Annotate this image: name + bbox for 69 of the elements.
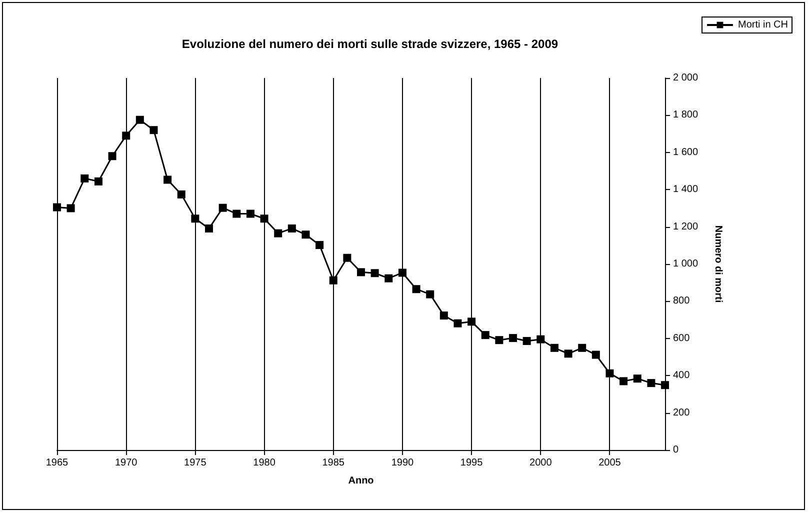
- y-tick-label: 1 000: [673, 258, 698, 270]
- point: [150, 126, 158, 134]
- point: [440, 312, 448, 320]
- point: [66, 204, 75, 212]
- x-tick-label: 2005: [598, 458, 622, 468]
- point: [620, 377, 628, 386]
- point: [454, 319, 462, 328]
- point: [288, 224, 296, 232]
- legend-label: Morti in CH: [738, 20, 788, 30]
- point: [122, 132, 130, 140]
- y-tick-label: 800: [673, 296, 690, 307]
- x-tick-label: 1975: [184, 458, 207, 468]
- point: [647, 379, 656, 388]
- x-tick-label: 1985: [322, 458, 345, 468]
- point: [509, 334, 517, 342]
- y-tick-label: 0: [673, 444, 679, 456]
- point: [260, 214, 268, 223]
- point: [80, 174, 89, 182]
- point: [232, 210, 241, 218]
- point: [274, 229, 282, 238]
- point: [522, 337, 531, 346]
- x-tick-label: 2000: [530, 458, 552, 468]
- point: [426, 290, 434, 298]
- point: [329, 276, 338, 284]
- y-tick-label: 1 200: [673, 221, 698, 232]
- y-tick-label: 2 000: [673, 72, 698, 84]
- point: [606, 369, 614, 378]
- point: [398, 268, 406, 277]
- x-tick-label: 1990: [391, 458, 414, 468]
- point: [481, 331, 490, 340]
- point: [343, 254, 352, 262]
- x-tick-label: 1995: [460, 458, 484, 468]
- point: [578, 344, 586, 352]
- y-tick-label: 1 400: [673, 184, 698, 196]
- point: [468, 318, 476, 326]
- point: [302, 230, 310, 239]
- point: [191, 214, 200, 223]
- point: [370, 269, 379, 278]
- point: [536, 335, 545, 344]
- point: [94, 177, 102, 186]
- y-tick-label: 1 800: [673, 110, 698, 121]
- point: [633, 374, 642, 383]
- point: [495, 336, 504, 344]
- point: [550, 344, 558, 352]
- x-tick-label: 1970: [114, 458, 138, 468]
- y-tick-label: 200: [673, 407, 690, 418]
- y-tick-label: 600: [673, 332, 690, 344]
- chart-title: Evoluzione del numero dei morti sulle strade svizzere, 1965 - 2009: [182, 37, 558, 51]
- point: [316, 241, 324, 250]
- point: [218, 204, 227, 212]
- point: [412, 285, 420, 294]
- point: [205, 224, 213, 232]
- point: [661, 381, 669, 390]
- x-tick-label: 1980: [253, 458, 276, 468]
- y-axis-title: Numero di morti: [712, 225, 724, 303]
- point: [108, 152, 116, 160]
- point: [136, 116, 144, 124]
- y-tick-label: 400: [673, 370, 690, 382]
- point: [564, 350, 572, 358]
- point: [384, 274, 393, 282]
- point: [177, 190, 186, 198]
- x-tick-label: 1965: [46, 458, 69, 468]
- point: [164, 176, 172, 184]
- point: [53, 203, 61, 212]
- point: [246, 210, 254, 218]
- point: [592, 350, 600, 359]
- x-axis-title: Anno: [348, 476, 374, 486]
- point: [357, 268, 365, 276]
- y-tick-label: 1 600: [673, 146, 698, 158]
